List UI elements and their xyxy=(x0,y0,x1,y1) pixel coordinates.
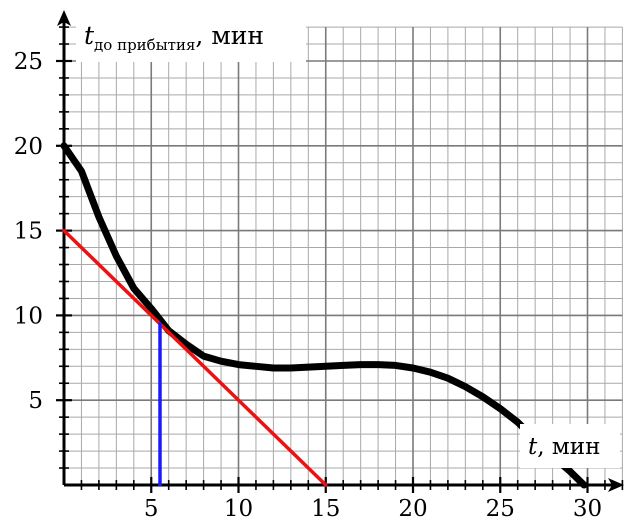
x-tick-label: 10 xyxy=(224,496,253,522)
axis-titles: tдо прибытия, мин t, мин xyxy=(76,14,620,468)
y-axis-title: tдо прибытия, мин xyxy=(84,21,264,54)
x-axis-arrow xyxy=(608,478,624,492)
x-tick-label: 30 xyxy=(573,496,602,522)
y-tick-label: 15 xyxy=(14,219,43,245)
x-tick-label: 25 xyxy=(486,496,515,522)
x-axis-title-box xyxy=(520,424,620,468)
y-tick-label: 5 xyxy=(28,388,43,414)
series-line xyxy=(62,228,328,487)
x-tick-label: 5 xyxy=(144,496,159,522)
series-layer xyxy=(60,142,588,489)
x-axis-title: t, мин xyxy=(528,434,600,460)
y-tick-label: 25 xyxy=(14,49,43,75)
tick-labels: 5 10 15 20 25 30 5 10 15 20 25 xyxy=(14,49,602,522)
minor-grid xyxy=(64,26,623,485)
y-tick-label: 20 xyxy=(14,134,43,160)
axes xyxy=(56,10,624,493)
x-tick-label: 15 xyxy=(311,496,340,522)
y-axis-title-box xyxy=(76,14,306,62)
series-line xyxy=(60,142,588,489)
x-tick-label: 20 xyxy=(398,496,427,522)
y-tick-label: 10 xyxy=(14,303,43,329)
y-axis-arrow xyxy=(57,10,71,26)
